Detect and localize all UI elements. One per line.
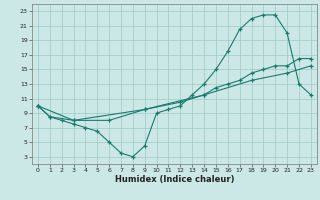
X-axis label: Humidex (Indice chaleur): Humidex (Indice chaleur)	[115, 175, 234, 184]
